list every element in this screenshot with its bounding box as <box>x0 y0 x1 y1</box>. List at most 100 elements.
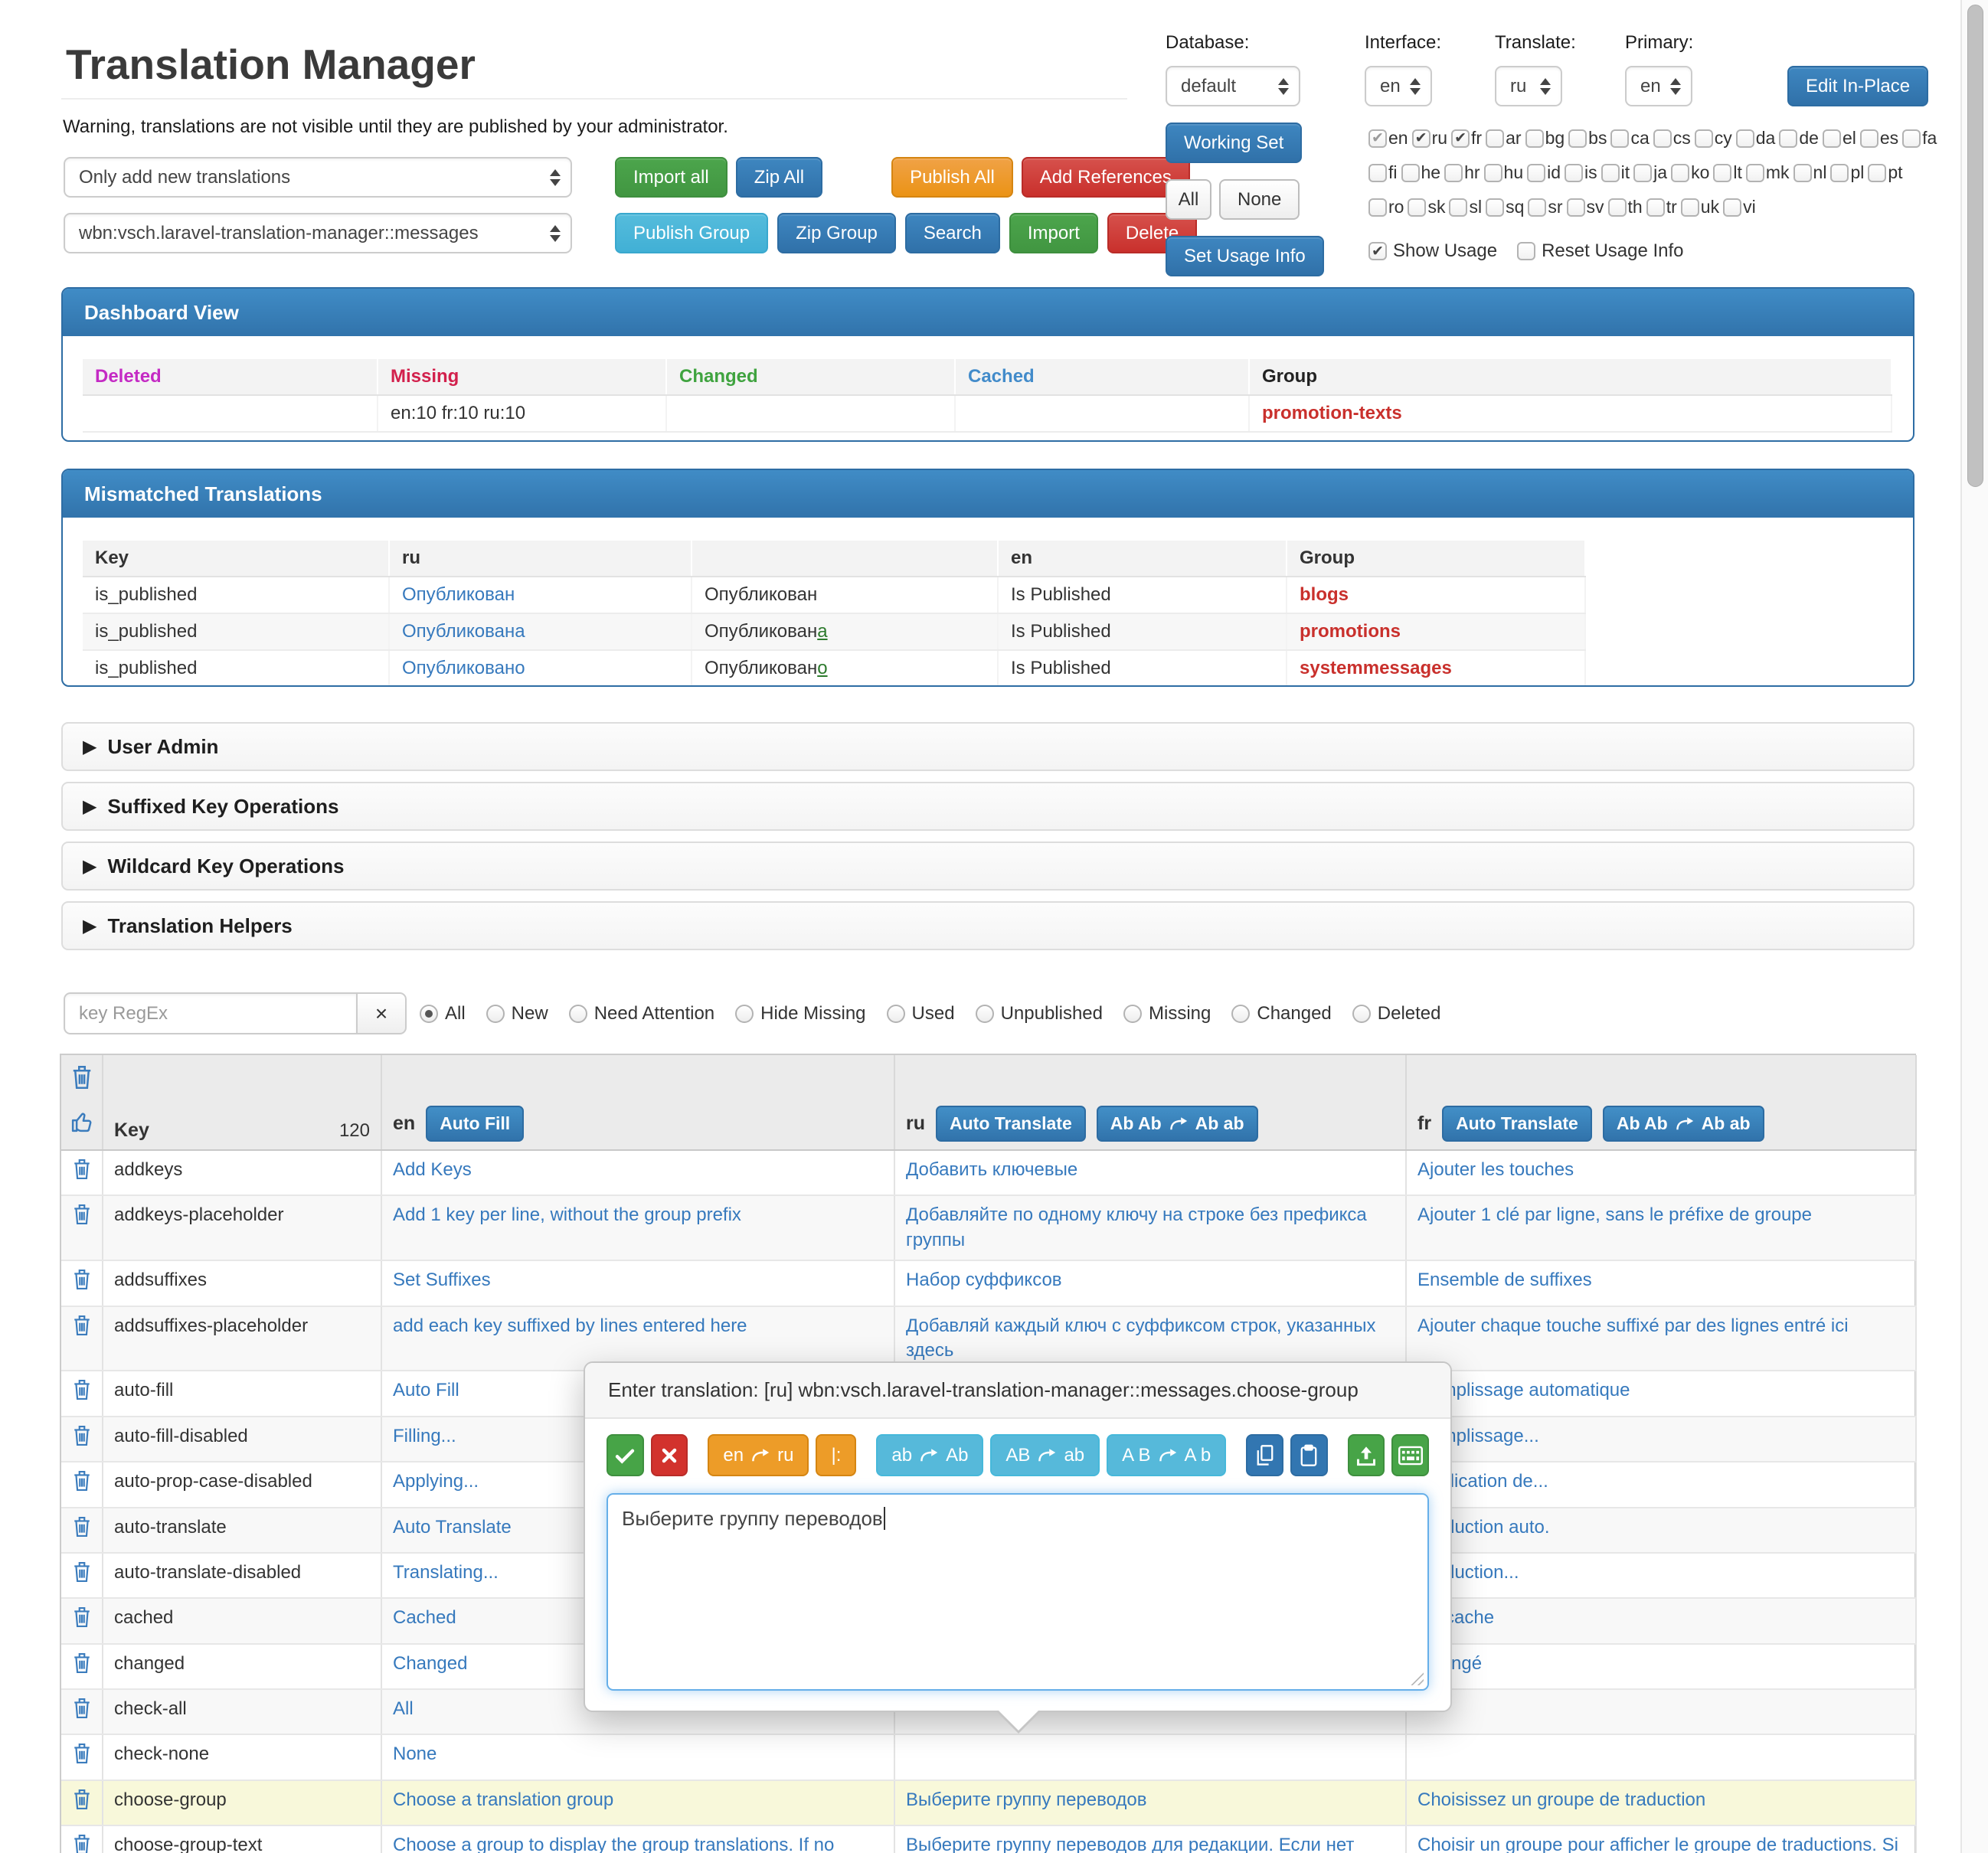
radio-button[interactable] <box>568 1004 587 1023</box>
lang-checkbox-item[interactable]: ja <box>1633 162 1667 183</box>
primary-select[interactable]: en <box>1625 66 1692 106</box>
publish-group-button[interactable]: Publish Group <box>615 213 769 253</box>
pipe-format-button[interactable]: |: <box>816 1434 857 1476</box>
radio-button[interactable] <box>486 1004 505 1023</box>
interface-select[interactable]: en <box>1365 66 1432 106</box>
lang-checkbox-item[interactable]: tr <box>1646 197 1677 217</box>
delete-key-trash-icon[interactable] <box>72 1268 92 1298</box>
lang-checkbox-item[interactable]: pl <box>1830 162 1864 183</box>
checkbox[interactable] <box>1793 163 1812 182</box>
lang-checkbox-item[interactable]: da <box>1735 128 1775 149</box>
translation-textarea[interactable]: Выберите группу переводов <box>607 1493 1429 1691</box>
paste-button[interactable] <box>1290 1434 1328 1476</box>
lang-checkbox-item[interactable]: bs <box>1568 128 1607 149</box>
ru-translation-link[interactable]: Набор суффиксов <box>906 1270 1062 1291</box>
zip-all-button[interactable]: Zip All <box>735 157 823 198</box>
lang-checkbox-item[interactable]: ru <box>1411 128 1447 149</box>
scrollbar-thumb[interactable] <box>1967 5 1983 487</box>
lang-checkbox-item[interactable]: sk <box>1408 197 1445 217</box>
copy-en-to-ru-button[interactable]: en ru <box>708 1434 809 1476</box>
filter-radio-item[interactable]: Changed <box>1231 1003 1332 1025</box>
auto-translate-button[interactable]: Auto Translate <box>1442 1106 1592 1142</box>
filter-radio-item[interactable]: Need Attention <box>568 1003 714 1025</box>
radio-button[interactable] <box>1231 1004 1251 1023</box>
lang-checkbox-item[interactable]: cs <box>1653 128 1691 149</box>
accordion-suffixed-key-operations[interactable]: ▶ Suffixed Key Operations <box>61 782 1914 831</box>
checkbox[interactable] <box>1483 163 1502 182</box>
none-languages-button[interactable]: None <box>1219 179 1300 220</box>
lang-checkbox-item[interactable]: mk <box>1745 162 1790 183</box>
checkbox[interactable] <box>1610 129 1630 148</box>
checkbox[interactable] <box>1565 163 1584 182</box>
filter-radio-item[interactable]: Hide Missing <box>735 1003 866 1025</box>
delete-key-trash-icon[interactable] <box>72 1158 92 1188</box>
lang-checkbox-item[interactable]: pt <box>1868 162 1903 183</box>
checkbox[interactable] <box>1601 163 1620 182</box>
lang-checkbox-item[interactable]: nl <box>1793 162 1826 183</box>
checkbox[interactable] <box>1401 163 1420 182</box>
checkbox[interactable] <box>1451 129 1470 148</box>
checkbox[interactable] <box>1368 163 1387 182</box>
en-translation-link[interactable]: Choose a group to display the group tran… <box>393 1835 835 1853</box>
set-usage-info-button[interactable]: Set Usage Info <box>1166 236 1324 276</box>
group-cell[interactable]: promotion-texts <box>1249 395 1892 433</box>
ru-translation-link[interactable]: Добавить ключевые <box>906 1159 1078 1180</box>
publish-all-button[interactable]: Publish All <box>891 157 1013 198</box>
en-translation-link[interactable]: Choose a translation group <box>393 1789 614 1810</box>
en-translation-link[interactable]: Add Keys <box>393 1159 472 1180</box>
checkbox[interactable] <box>1449 198 1468 217</box>
checkbox[interactable] <box>1779 129 1798 148</box>
lang-checkbox-item[interactable]: he <box>1401 162 1440 183</box>
import-all-button[interactable]: Import all <box>615 157 728 198</box>
accordion-user-admin[interactable]: ▶ User Admin <box>61 722 1914 771</box>
delete-key-trash-icon[interactable] <box>72 1314 92 1344</box>
resize-handle[interactable] <box>1410 1672 1424 1685</box>
lang-checkbox-item[interactable]: fi <box>1368 162 1398 183</box>
checkbox[interactable] <box>1653 129 1672 148</box>
en-translation-link[interactable]: All <box>393 1698 414 1720</box>
lang-checkbox-item[interactable]: es <box>1859 128 1898 149</box>
delete-key-trash-icon[interactable] <box>72 1833 92 1853</box>
lang-checkbox-item[interactable]: th <box>1607 197 1643 217</box>
checkbox[interactable] <box>1723 198 1742 217</box>
filter-radio-item[interactable]: Unpublished <box>975 1003 1103 1025</box>
checkbox[interactable] <box>1713 163 1732 182</box>
capitalize-button[interactable]: Ab Ab Ab ab <box>1602 1106 1764 1142</box>
radio-button[interactable] <box>420 1004 438 1023</box>
ru-translation-link[interactable]: Добавляйте по одному ключу на строке без… <box>906 1204 1367 1250</box>
delete-key-trash-icon[interactable] <box>72 1561 92 1590</box>
fr-translation-link[interactable]: Ensemble de suffixes <box>1417 1270 1592 1291</box>
ru-link[interactable]: Опубликовано <box>402 658 525 678</box>
fr-translation-link[interactable]: Choisissez un groupe de traduction <box>1417 1789 1706 1810</box>
lang-checkbox-item[interactable]: ar <box>1486 128 1522 149</box>
delete-key-trash-icon[interactable] <box>72 1424 92 1454</box>
keyboard-button[interactable] <box>1391 1434 1430 1476</box>
checkbox[interactable] <box>1735 129 1754 148</box>
fr-translation-link[interactable]: Ajouter 1 clé par ligne, sans le préfixe… <box>1417 1204 1812 1226</box>
accordion-wildcard-key-operations[interactable]: ▶ Wildcard Key Operations <box>61 842 1914 891</box>
checkbox[interactable] <box>1444 163 1463 182</box>
save-translation-button[interactable] <box>607 1434 644 1476</box>
group-cell[interactable]: promotions <box>1287 613 1586 651</box>
delete-all-trash-icon[interactable] <box>70 1064 93 1096</box>
lang-checkbox-item[interactable]: is <box>1565 162 1597 183</box>
en-translation-link[interactable]: Auto Fill <box>393 1380 459 1401</box>
en-translation-link[interactable]: Cached <box>393 1607 456 1629</box>
checkbox[interactable] <box>1694 129 1713 148</box>
checkbox[interactable] <box>1822 129 1841 148</box>
import-button[interactable]: Import <box>1009 213 1098 253</box>
checkbox[interactable] <box>1528 198 1547 217</box>
checkbox[interactable] <box>1527 163 1546 182</box>
en-translation-link[interactable]: Auto Translate <box>393 1516 512 1538</box>
lang-checkbox-item[interactable]: ko <box>1671 162 1709 183</box>
en-translation-link[interactable]: Add 1 key per line, without the group pr… <box>393 1204 741 1226</box>
capitalize-first-button[interactable]: ab Ab <box>876 1434 984 1476</box>
en-translation-link[interactable]: Set Suffixes <box>393 1270 491 1291</box>
lang-checkbox-item[interactable]: lt <box>1713 162 1742 183</box>
lang-checkbox-item[interactable]: ca <box>1610 128 1650 149</box>
ru-link[interactable]: Опубликована <box>402 621 525 642</box>
copy-button[interactable] <box>1246 1434 1283 1476</box>
checkbox[interactable] <box>1368 129 1387 148</box>
fr-translation-link[interactable]: Choisir un groupe pour afficher le group… <box>1417 1835 1898 1853</box>
lang-checkbox-item[interactable]: en <box>1368 128 1408 149</box>
